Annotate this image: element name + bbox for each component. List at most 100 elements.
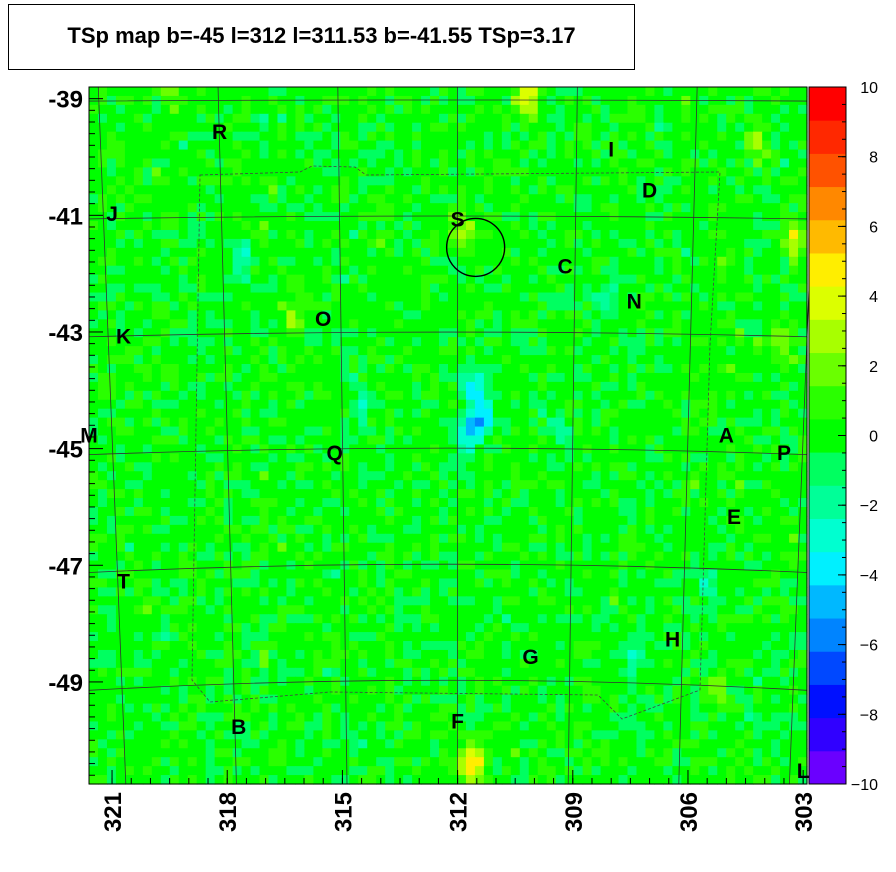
heatmap-cell [313, 426, 323, 437]
heatmap-cell [483, 203, 494, 213]
heatmap-cell [412, 596, 422, 606]
heatmap-cell [304, 346, 314, 356]
heatmap-cell [798, 381, 808, 392]
heatmap-cell [654, 372, 664, 383]
heatmap-cell [169, 489, 180, 499]
heatmap-cell [708, 471, 718, 481]
heatmap-cell [124, 292, 135, 303]
heatmap-cell [681, 238, 691, 249]
heatmap-cell [268, 229, 279, 240]
heatmap-cell [537, 212, 548, 222]
heatmap-cell [717, 480, 727, 490]
heatmap-cell [250, 435, 261, 446]
heatmap-cell [97, 221, 108, 231]
heatmap-cell [474, 167, 485, 177]
heatmap-cell [771, 194, 781, 204]
heatmap-cell [618, 301, 629, 311]
heatmap-cell [636, 426, 647, 437]
heatmap-cell [430, 417, 440, 428]
heatmap-cell [618, 417, 629, 428]
heatmap-cell [385, 149, 395, 160]
heatmap-cell [456, 399, 467, 410]
heatmap-cell [771, 319, 781, 329]
heatmap-cell [483, 158, 494, 169]
heatmap-cell [591, 87, 602, 97]
heatmap-cell [708, 515, 718, 526]
heatmap-cell [187, 426, 198, 437]
heatmap-cell [89, 176, 99, 186]
heatmap-cell [672, 471, 682, 481]
heatmap-cell [699, 623, 709, 633]
heatmap-cell [645, 203, 656, 213]
heatmap-cell [358, 408, 368, 419]
heatmap-cell [564, 346, 575, 356]
heatmap-cell [89, 515, 99, 526]
heatmap-cell [187, 453, 198, 463]
heatmap-cell [735, 426, 745, 437]
heatmap-cell [430, 399, 440, 410]
heatmap-cell [645, 292, 656, 303]
heatmap-cell [376, 444, 386, 454]
heatmap-cell [295, 623, 305, 633]
heatmap-cell [223, 641, 234, 651]
heatmap-cell [519, 417, 530, 428]
heatmap-cell [663, 605, 673, 615]
heatmap-cell [537, 328, 548, 338]
heatmap-cell [250, 346, 261, 356]
heatmap-cell [510, 337, 521, 347]
heatmap-cell [133, 301, 144, 311]
heatmap-cell [313, 176, 323, 186]
heatmap-cell [636, 506, 647, 517]
heatmap-cell [89, 569, 99, 580]
heatmap-cell [789, 292, 799, 303]
heatmap-cell [564, 256, 575, 267]
heatmap-cell [295, 515, 305, 526]
heatmap-cell [474, 408, 485, 419]
heatmap-cell [690, 319, 700, 329]
heatmap-cell [268, 578, 279, 589]
heatmap-cell [771, 274, 781, 285]
heatmap-cell [609, 319, 620, 329]
heatmap-cell [735, 453, 745, 463]
heatmap-cell [681, 364, 691, 374]
heatmap-cell [241, 426, 252, 437]
heatmap-cell [187, 87, 198, 97]
heatmap-cell [654, 560, 664, 571]
heatmap-cell [394, 113, 404, 124]
heatmap-cell [618, 506, 629, 517]
heatmap-cell [421, 426, 431, 437]
heatmap-cell [762, 87, 772, 97]
heatmap-cell [106, 274, 117, 285]
heatmap-cell [367, 158, 377, 169]
heatmap-cell [295, 113, 305, 124]
heatmap-cell [439, 113, 449, 124]
heatmap-cell [699, 328, 709, 338]
heatmap-cell [349, 489, 359, 499]
heatmap-cell [151, 542, 162, 553]
heatmap-cell [627, 301, 638, 311]
heatmap-cell [618, 614, 629, 624]
heatmap-cell [124, 364, 135, 374]
heatmap-cell [97, 605, 108, 615]
heatmap-cell [97, 364, 108, 374]
heatmap-cell [232, 194, 243, 204]
heatmap-cell [717, 587, 727, 597]
heatmap-cell [600, 498, 611, 508]
heatmap-cell [142, 587, 153, 597]
heatmap-cell [699, 310, 709, 320]
heatmap-cell [600, 533, 611, 544]
heatmap-cell [555, 310, 566, 320]
heatmap-cell [205, 319, 216, 329]
heatmap-cell [115, 542, 126, 553]
heatmap-cell [555, 346, 566, 356]
heatmap-cell [322, 140, 332, 151]
heatmap-cell [331, 247, 341, 258]
heatmap-cell [232, 372, 243, 383]
heatmap-cell [223, 364, 234, 374]
heatmap-cell [277, 310, 288, 320]
heatmap-cell [259, 533, 270, 544]
heatmap-cell [690, 221, 700, 231]
heatmap-cell [582, 247, 593, 258]
heatmap-cell [627, 462, 638, 472]
heatmap-cell [313, 489, 323, 499]
